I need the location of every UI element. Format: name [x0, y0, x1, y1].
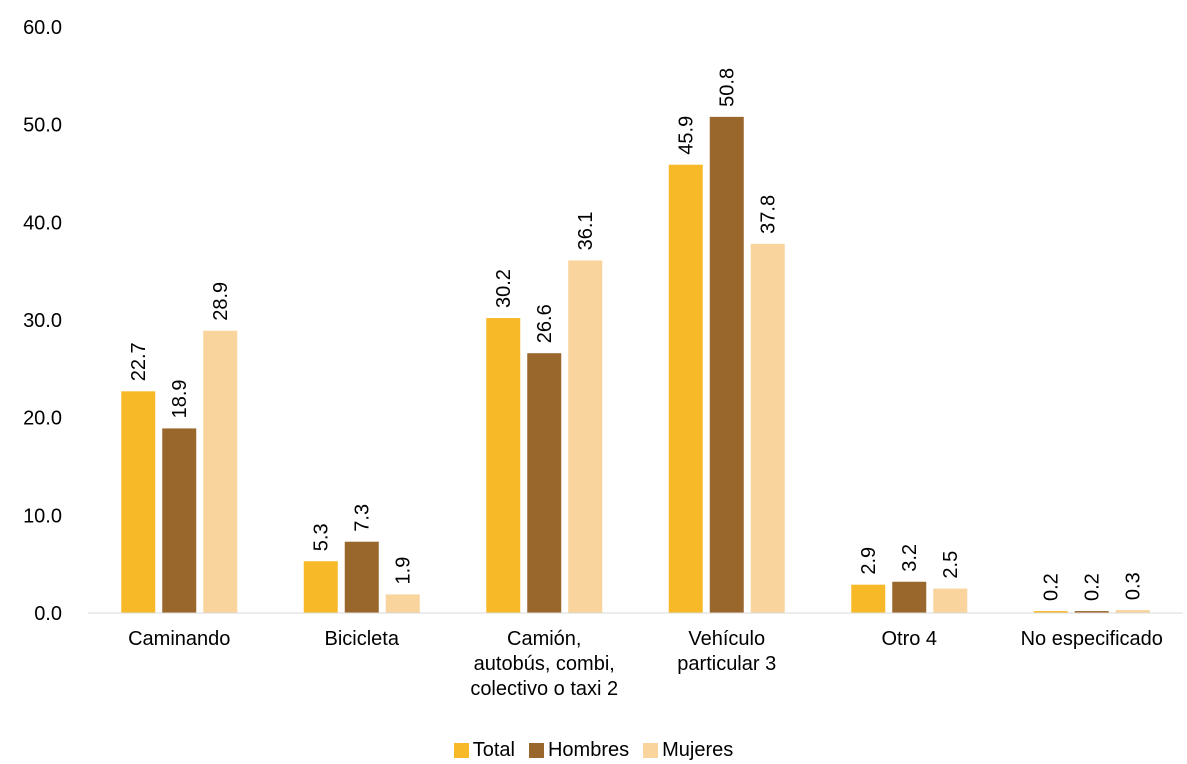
data-label: 37.8 [758, 195, 780, 234]
bar [892, 581, 927, 613]
data-label: 0.3 [1123, 572, 1145, 600]
data-label: 0.2 [1041, 573, 1063, 601]
y-tick-label: 0.0 [34, 603, 62, 625]
bar [303, 561, 338, 613]
category-label: Bicicleta [325, 628, 400, 650]
data-label: 50.8 [717, 68, 739, 107]
category-label: Vehículo [688, 628, 765, 650]
legend-item-total: Total [453, 738, 515, 762]
legend-label-hombres: Hombres [547, 738, 630, 761]
data-label: 45.9 [676, 116, 698, 155]
data-label: 0.2 [1082, 573, 1104, 601]
bar [527, 353, 562, 613]
category-label: Camión, [507, 628, 581, 650]
category-label: No especificado [1021, 628, 1163, 650]
legend-label-mujeres: Mujeres [662, 738, 734, 761]
bar [1115, 610, 1150, 613]
bar [750, 243, 785, 613]
bar [162, 428, 197, 613]
legend-swatch-hombres [528, 742, 544, 758]
bar [121, 391, 156, 613]
legend-swatch-mujeres [643, 742, 659, 758]
bar [568, 260, 603, 613]
data-label: 3.2 [899, 544, 921, 572]
y-tick-label: 20.0 [23, 408, 62, 430]
data-label: 30.2 [493, 269, 515, 308]
legend-swatch-total [453, 742, 469, 758]
category-label: autobús, combi, [474, 653, 615, 675]
bar [486, 318, 521, 613]
bar [203, 330, 238, 613]
bar [668, 164, 703, 613]
y-tick-label: 60.0 [23, 17, 62, 39]
y-tick-label: 30.0 [23, 310, 62, 332]
bar [385, 594, 420, 613]
chart: 0.0 10.0 20.0 30.0 40.0 50.0 60.0 22.7 18.9 28.9 C… [23, 17, 1183, 700]
y-tick-label: 50.0 [23, 115, 62, 137]
bar [709, 116, 744, 613]
data-label: 22.7 [128, 342, 150, 381]
bar [344, 541, 379, 613]
y-tick-label: 10.0 [23, 505, 62, 527]
bar [851, 584, 886, 613]
bar [1074, 611, 1109, 613]
data-label: 36.1 [575, 211, 597, 250]
legend-label-total: Total [472, 738, 515, 761]
category-label: Otro 4 [881, 628, 937, 650]
category-label: Caminando [128, 628, 230, 650]
data-label: 5.3 [311, 523, 333, 551]
data-label: 1.9 [393, 557, 415, 585]
category-label: particular 3 [677, 653, 776, 675]
data-label: 26.6 [534, 304, 556, 343]
bar [1033, 611, 1068, 613]
data-label: 2.5 [940, 551, 962, 579]
bar [933, 588, 968, 613]
data-label: 28.9 [210, 282, 232, 321]
y-tick-label: 40.0 [23, 212, 62, 234]
data-label: 2.9 [858, 547, 880, 575]
legend: Total Hombres Mujeres [0, 736, 1187, 764]
data-label: 7.3 [352, 504, 374, 532]
category-label: colectivo o taxi 2 [470, 678, 618, 700]
data-label: 18.9 [169, 379, 191, 418]
legend-item-hombres: Hombres [528, 738, 630, 762]
legend-item-mujeres: Mujeres [643, 739, 733, 762]
